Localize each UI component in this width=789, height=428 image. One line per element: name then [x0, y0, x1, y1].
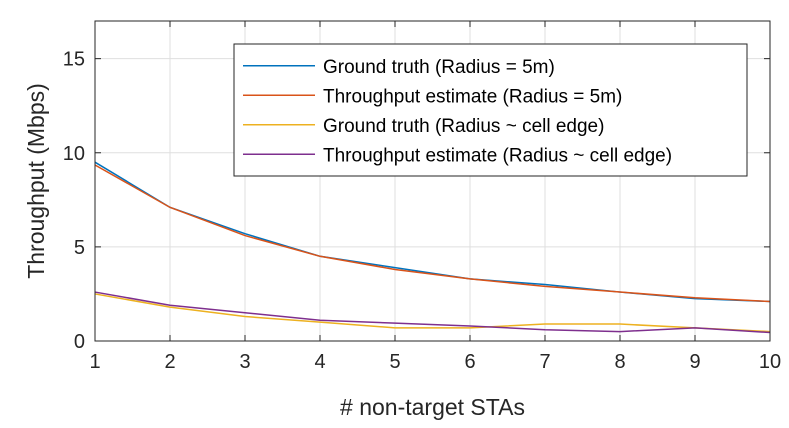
series-line-2 [94, 164, 771, 303]
x-tick-label: 2 [164, 351, 175, 373]
x-axis-ticks: 1 2 3 4 5 6 7 8 9 10 [89, 21, 781, 373]
legend-entry: Throughput estimate (Radius = 5m) [323, 86, 622, 107]
x-tick-label: 4 [314, 351, 325, 373]
y-axis-label: Throughput (Mbps) [23, 83, 49, 279]
y-axis-ticks: 0 5 10 15 [63, 49, 770, 353]
y-tick-label: 10 [63, 143, 85, 165]
series-line-3 [94, 293, 771, 333]
x-tick-label: 9 [689, 351, 700, 373]
y-tick-label: 0 [74, 331, 85, 353]
plot-frame [94, 20, 771, 342]
x-tick-label: 5 [389, 351, 400, 373]
legend-entry: Ground truth (Radius = 5m) [323, 57, 555, 78]
legend-entry: Ground truth (Radius ~ cell edge) [323, 116, 604, 137]
y-tick-label: 5 [74, 237, 85, 259]
series-lines [94, 161, 771, 334]
legend-entry: Throughput estimate (Radius ~ cell edge) [323, 145, 672, 166]
y-tick-label: 15 [63, 49, 85, 71]
x-tick-label: 7 [539, 351, 550, 373]
x-tick-label: 3 [239, 351, 250, 373]
series-line-1 [94, 161, 771, 303]
x-tick-label: 1 [89, 351, 100, 373]
legend-box [233, 43, 748, 177]
x-axis-label: # non-target STAs [340, 394, 525, 420]
legend: Ground truth (Radius = 5m) Throughput est… [233, 43, 748, 177]
x-tick-label: 8 [614, 351, 625, 373]
series-line-4 [94, 291, 771, 334]
x-tick-label: 10 [759, 351, 781, 373]
x-tick-label: 6 [464, 351, 475, 373]
